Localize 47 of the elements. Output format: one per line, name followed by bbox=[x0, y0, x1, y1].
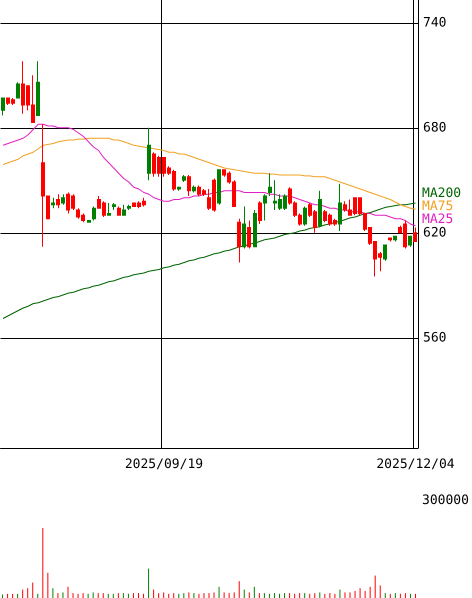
y-tick-label: 560 bbox=[423, 330, 446, 346]
y-tick-label: 620 bbox=[423, 225, 446, 240]
candlestick bbox=[112, 202, 116, 210]
series-label: MA25 bbox=[422, 212, 454, 227]
candlestick bbox=[147, 127, 151, 181]
candlestick bbox=[263, 194, 267, 221]
candlestick bbox=[318, 190, 322, 228]
candlestick bbox=[1, 98, 5, 116]
candlestick bbox=[268, 172, 272, 196]
candlestick bbox=[61, 194, 65, 206]
series-label: MA200 bbox=[422, 186, 462, 201]
candlestick bbox=[253, 210, 257, 248]
candlestick bbox=[237, 218, 241, 263]
candlestick bbox=[247, 220, 251, 249]
candlestick bbox=[338, 183, 342, 232]
y-tick-label: 740 bbox=[423, 15, 446, 30]
line-series bbox=[2, 138, 416, 210]
candlestick bbox=[242, 206, 246, 249]
candlestick bbox=[383, 244, 387, 262]
candlestick bbox=[303, 206, 307, 226]
candlestick bbox=[258, 200, 262, 224]
candlestick bbox=[388, 238, 392, 242]
candlestick bbox=[408, 236, 412, 248]
candlestick bbox=[36, 60, 40, 116]
x-tick-label: 2025/09/19 bbox=[124, 457, 204, 472]
candlestick bbox=[192, 185, 196, 193]
candlestick bbox=[51, 197, 55, 209]
x-tick-label: 2025/12/04 bbox=[376, 457, 455, 472]
text: 300000 bbox=[422, 493, 469, 508]
candlestick bbox=[177, 186, 181, 192]
candlestick bbox=[182, 174, 186, 182]
candlestick bbox=[92, 206, 96, 221]
candlestick bbox=[217, 169, 221, 206]
series-label: MA75 bbox=[422, 198, 454, 214]
candlestick bbox=[122, 204, 126, 216]
candlestick bbox=[127, 204, 131, 210]
candlestick bbox=[393, 236, 397, 242]
candlestick bbox=[187, 174, 191, 196]
candlestick bbox=[413, 227, 417, 242]
line-series bbox=[2, 124, 416, 226]
line-series bbox=[2, 202, 416, 319]
candlestick bbox=[107, 202, 111, 216]
candlestick bbox=[117, 206, 121, 216]
y-tick-label: 680 bbox=[423, 120, 446, 136]
candlestick bbox=[16, 82, 20, 98]
candlestick bbox=[56, 194, 60, 209]
candlestick bbox=[87, 220, 91, 223]
